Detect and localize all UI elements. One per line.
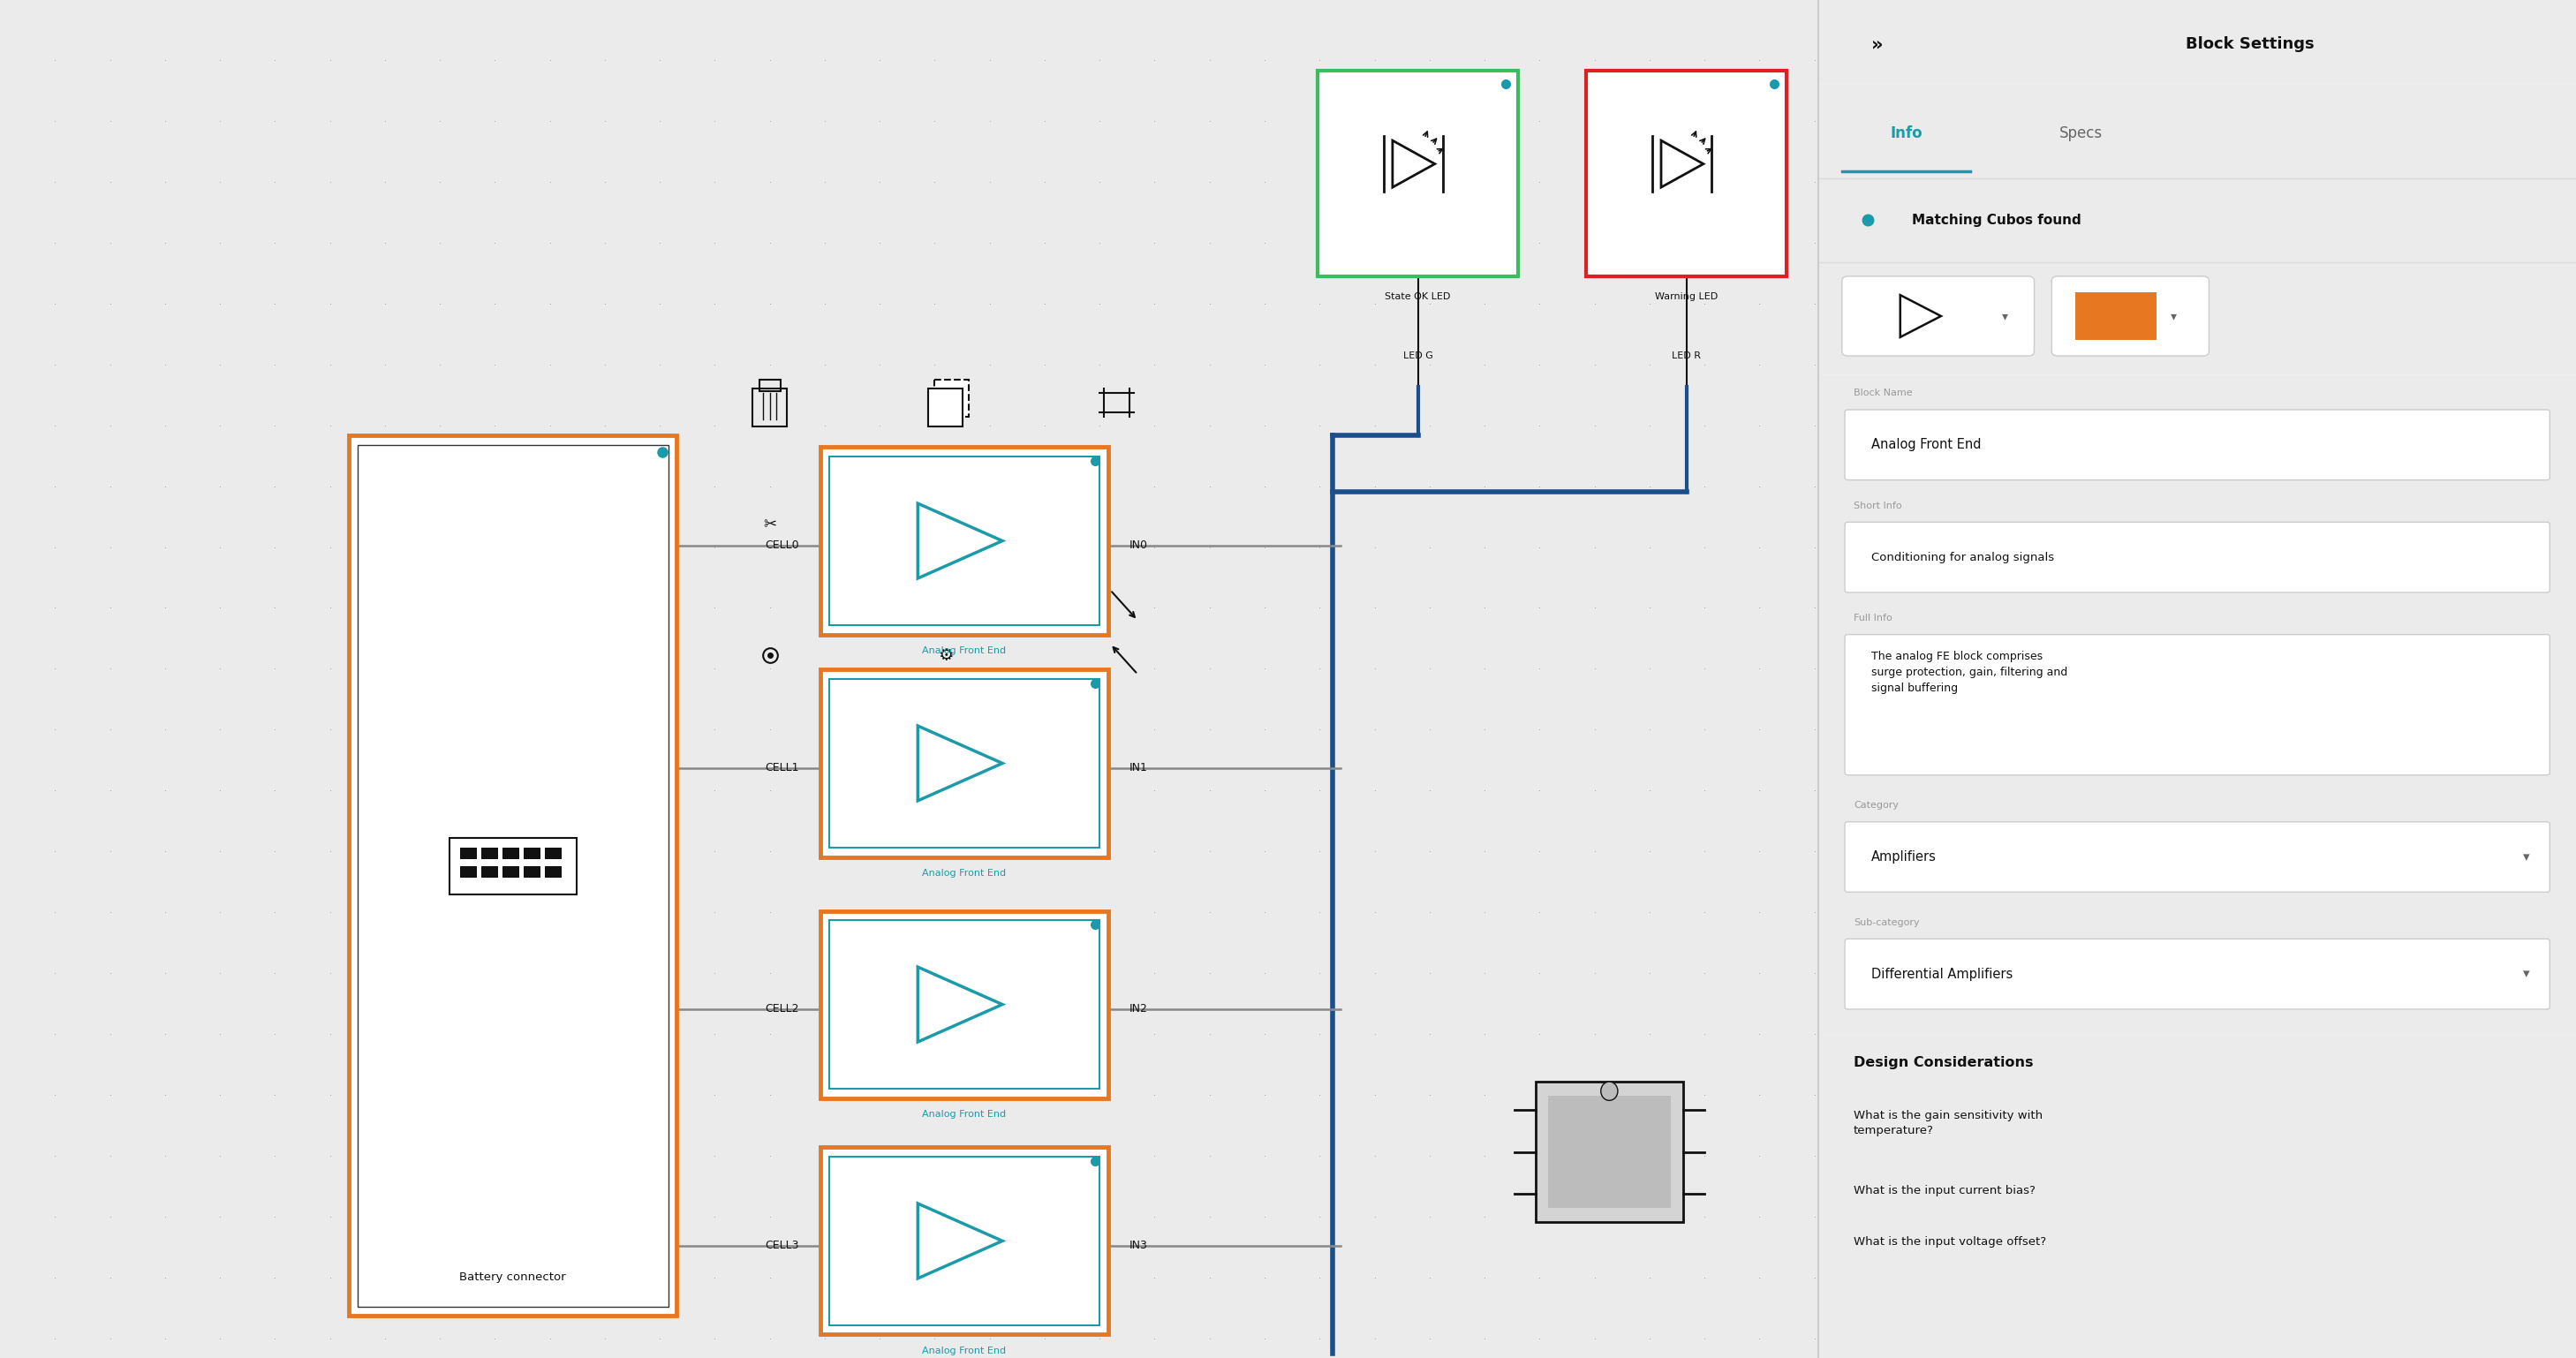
Text: LED R: LED R (1672, 352, 1700, 360)
FancyBboxPatch shape (829, 921, 1100, 1089)
Text: ⚙: ⚙ (938, 648, 953, 664)
FancyBboxPatch shape (822, 911, 1108, 1099)
FancyBboxPatch shape (448, 838, 577, 895)
Text: State OK LED: State OK LED (1386, 293, 1450, 301)
Bar (752, 388, 786, 426)
Text: Matching Cubos found: Matching Cubos found (1911, 213, 2081, 227)
Text: IN0: IN0 (1128, 539, 1149, 551)
Text: ▾: ▾ (2172, 310, 2177, 322)
Text: Battery connector: Battery connector (459, 1271, 567, 1283)
FancyBboxPatch shape (358, 445, 667, 1306)
FancyBboxPatch shape (1844, 521, 2550, 592)
FancyBboxPatch shape (2050, 276, 2210, 356)
FancyBboxPatch shape (822, 1148, 1108, 1335)
FancyBboxPatch shape (822, 669, 1108, 857)
Text: Full Info: Full Info (1855, 614, 1893, 622)
Text: Conditioning for analog signals: Conditioning for analog signals (1870, 551, 2053, 564)
FancyBboxPatch shape (1844, 634, 2550, 775)
Text: Analog Front End: Analog Front End (922, 1109, 1007, 1119)
FancyBboxPatch shape (1548, 1096, 1672, 1209)
Text: Info: Info (1891, 125, 1922, 141)
Text: ▾: ▾ (2522, 850, 2530, 864)
Bar (461, 847, 477, 860)
Text: What is the gain sensitivity with
temperature?: What is the gain sensitivity with temper… (1855, 1109, 2043, 1137)
FancyBboxPatch shape (1535, 1082, 1682, 1222)
Bar (760, 379, 781, 391)
Bar (544, 847, 562, 860)
FancyBboxPatch shape (829, 1157, 1100, 1325)
Text: CELL2: CELL2 (765, 1004, 799, 1014)
FancyBboxPatch shape (822, 447, 1108, 634)
Text: CELL1: CELL1 (765, 762, 799, 774)
Text: Short Info: Short Info (1855, 501, 1901, 511)
FancyBboxPatch shape (1842, 276, 2035, 356)
Text: Differential Amplifiers: Differential Amplifiers (1870, 967, 2012, 980)
Text: Warning LED: Warning LED (1654, 293, 1718, 301)
Text: Analog Front End: Analog Front End (1870, 439, 1981, 451)
Text: LED G: LED G (1404, 352, 1432, 360)
Text: ✂: ✂ (762, 516, 775, 532)
FancyBboxPatch shape (1844, 822, 2550, 892)
Text: ▾: ▾ (2522, 967, 2530, 980)
FancyBboxPatch shape (1844, 410, 2550, 479)
FancyBboxPatch shape (935, 379, 969, 417)
Text: Analog Front End: Analog Front End (922, 869, 1007, 877)
Text: The analog FE block comprises
surge protection, gain, filtering and
signal buffe: The analog FE block comprises surge prot… (1870, 650, 2069, 694)
Text: »: » (1870, 35, 1883, 53)
Bar (461, 866, 477, 879)
Circle shape (1600, 1082, 1618, 1100)
Text: IN3: IN3 (1128, 1240, 1149, 1251)
Bar (502, 847, 520, 860)
Text: IN1: IN1 (1128, 762, 1149, 774)
Text: CELL0: CELL0 (765, 539, 799, 551)
FancyBboxPatch shape (829, 456, 1100, 625)
Text: Analog Front End: Analog Front End (922, 646, 1007, 655)
FancyBboxPatch shape (348, 436, 677, 1316)
Bar (544, 866, 562, 879)
FancyBboxPatch shape (1316, 71, 1517, 276)
Text: Block Settings: Block Settings (2184, 37, 2313, 53)
Text: Block Name: Block Name (1855, 388, 1911, 398)
Bar (482, 866, 497, 879)
Text: CELL3: CELL3 (765, 1240, 799, 1251)
Text: Design Considerations: Design Considerations (1855, 1057, 2032, 1070)
Bar (482, 847, 497, 860)
Text: What is the input voltage offset?: What is the input voltage offset? (1855, 1236, 2045, 1248)
FancyBboxPatch shape (829, 679, 1100, 847)
Text: Category: Category (1855, 801, 1899, 809)
Text: Sub-category: Sub-category (1855, 918, 1919, 928)
FancyBboxPatch shape (1587, 71, 1788, 276)
FancyBboxPatch shape (1844, 938, 2550, 1009)
Text: Specs: Specs (2058, 125, 2102, 141)
Bar (523, 866, 541, 879)
Text: Amplifiers: Amplifiers (1870, 850, 1937, 864)
Text: Analog Front End: Analog Front End (922, 1346, 1007, 1355)
FancyBboxPatch shape (2076, 293, 2156, 340)
Text: ▾: ▾ (2002, 310, 2009, 322)
Text: IN2: IN2 (1128, 1004, 1149, 1014)
Bar (502, 866, 520, 879)
Bar (523, 847, 541, 860)
Text: What is the input current bias?: What is the input current bias? (1855, 1184, 2035, 1196)
FancyBboxPatch shape (927, 388, 963, 426)
